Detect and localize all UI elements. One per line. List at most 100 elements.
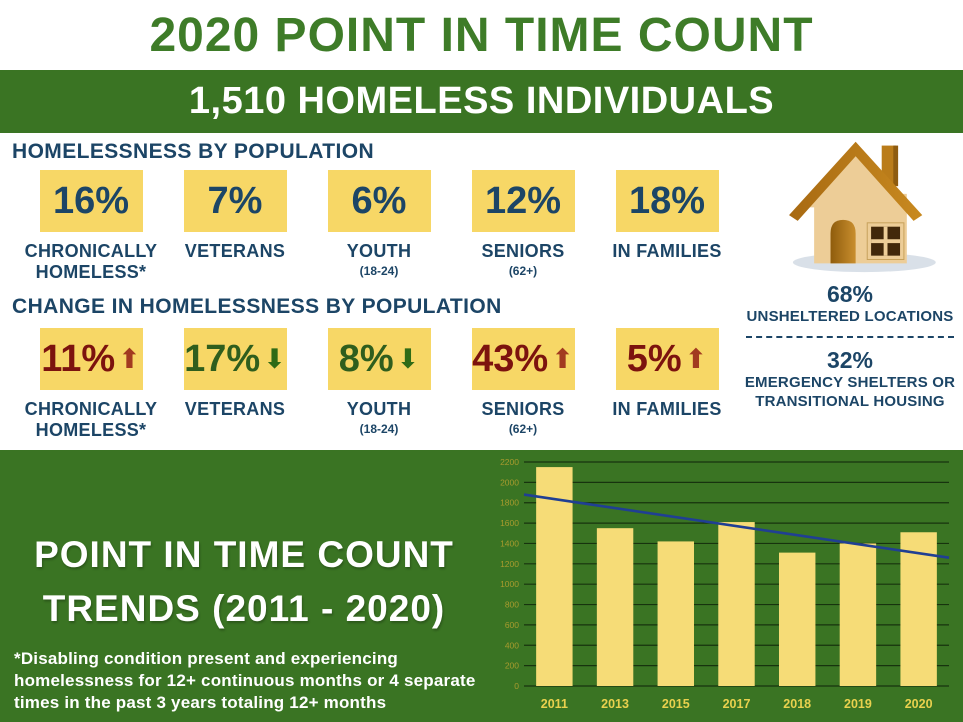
trend-up-arrow-icon: ⬆ xyxy=(118,343,141,374)
bar-2015 xyxy=(657,541,694,686)
stat-label: CHRONICALLY HOMELESS* xyxy=(24,399,158,440)
ytick-label-1200: 1200 xyxy=(500,559,519,569)
bar-2013 xyxy=(596,528,634,686)
stat-value: 8% xyxy=(338,338,394,380)
bar-2019 xyxy=(839,543,877,686)
xtick-label-2018: 2018 xyxy=(783,697,811,711)
stat-value-box: 18% xyxy=(615,170,719,232)
stat-value-box: 11% ⬆ xyxy=(39,328,143,390)
stat-chronically-homeless: 16% CHRONICALLY HOMELESS* xyxy=(19,170,163,284)
stat-value-box: 16% xyxy=(39,170,143,232)
page-title: 2020 POINT IN TIME COUNT xyxy=(149,8,814,62)
xtick-label-2015: 2015 xyxy=(662,697,690,711)
dashed-divider xyxy=(746,335,954,338)
xtick-label-2017: 2017 xyxy=(723,697,751,711)
trends-chart-area: 0 200 400 600 800 1000 1200 1400 1600 1800 2000 220… xyxy=(486,452,958,716)
stat-value: 18% xyxy=(628,180,706,222)
stat-value-box: 17% ⬇ xyxy=(183,328,287,390)
stat-value-box: 8% ⬇ xyxy=(327,328,431,390)
stat-value-box: 43% ⬆ xyxy=(471,328,575,390)
trends-title-line2: TRENDS (2011 - 2020) xyxy=(42,587,446,629)
stat-in-families: 18% IN FAMILIES xyxy=(595,170,739,284)
trend-up-arrow-icon: ⬆ xyxy=(551,343,574,374)
bar-2018 xyxy=(779,552,816,686)
ytick-label-1400: 1400 xyxy=(500,538,519,548)
stat-value-box: 12% xyxy=(471,170,575,232)
stat-label: CHRONICALLY HOMELESS* xyxy=(24,241,158,282)
trend-down-arrow-icon: ⬇ xyxy=(263,343,286,374)
xtick-label-2019: 2019 xyxy=(844,697,872,711)
stat-label: SENIORS xyxy=(481,399,565,419)
stat-label: SENIORS xyxy=(481,241,565,261)
ytick-label-800: 800 xyxy=(505,600,519,610)
stat-label: VETERANS xyxy=(184,241,286,261)
bar-2011 xyxy=(536,467,573,686)
stat-sublabel: (62+) xyxy=(508,421,538,436)
stat-value: 17% xyxy=(184,338,261,380)
bar-2017 xyxy=(718,522,755,686)
stat-label: IN FAMILIES xyxy=(612,399,722,419)
change-chronically-homeless: 11% ⬆ CHRONICALLY HOMELESS* xyxy=(19,328,163,442)
trends-bar-chart: 0 200 400 600 800 1000 1200 1400 1600 1800 2000 220… xyxy=(500,457,950,711)
stat-value-box: 6% xyxy=(327,170,431,232)
bar-2020 xyxy=(900,532,937,686)
stat-sublabel: (18-24) xyxy=(359,421,399,436)
ytick-label-600: 600 xyxy=(505,620,519,630)
trend-up-arrow-icon: ⬆ xyxy=(684,343,708,374)
stat-value: 12% xyxy=(484,180,562,222)
ytick-label-2000: 2000 xyxy=(500,477,519,487)
subtitle: 1,510 HOMELESS INDIVIDUALS xyxy=(188,80,775,122)
footnote: *Disabling condition present and experie… xyxy=(14,648,476,712)
stat-value-box: 7% xyxy=(183,170,287,232)
stat-value: 11% xyxy=(41,338,116,380)
section-heading-change: CHANGE IN HOMELESSNESS BY POPULATION xyxy=(12,295,502,318)
ytick-label-400: 400 xyxy=(505,640,519,650)
stat-value: 43% xyxy=(472,338,549,380)
xtick-label-2013: 2013 xyxy=(601,697,629,711)
stat-label: YOUTH xyxy=(346,399,412,419)
trends-title-line1: POINT IN TIME COUNT xyxy=(34,534,454,575)
header: 2020 POINT IN TIME COUNT xyxy=(0,0,963,70)
section-heading-population: HOMELESSNESS BY POPULATION xyxy=(12,140,375,163)
house-icon xyxy=(770,134,948,279)
shelter-split: 68% UNSHELTERED LOCATIONS 32% EMERGENCY … xyxy=(744,281,956,411)
stat-seniors: 12% SENIORS (62+) xyxy=(451,170,595,284)
population-stats-row: 16% CHRONICALLY HOMELESS* 7% VETERANS 6%… xyxy=(19,170,739,284)
stat-sublabel: (62+) xyxy=(508,263,538,278)
ytick-label-1000: 1000 xyxy=(500,579,519,589)
stat-veterans: 7% VETERANS xyxy=(163,170,307,284)
trend-line xyxy=(523,493,950,559)
ytick-label-1600: 1600 xyxy=(500,518,519,528)
stat-youth: 6% YOUTH (18-24) xyxy=(307,170,451,284)
stat-sublabel: (18-24) xyxy=(359,263,399,278)
stat-label: VETERANS xyxy=(184,399,286,419)
trend-down-arrow-icon: ⬇ xyxy=(396,343,420,374)
change-in-families: 5% ⬆ IN FAMILIES xyxy=(595,328,739,442)
unsheltered-percent: 68% xyxy=(826,281,874,307)
change-youth: 8% ⬇ YOUTH (18-24) xyxy=(307,328,451,442)
change-seniors: 43% ⬆ SENIORS (62+) xyxy=(451,328,595,442)
ytick-label-2200: 2200 xyxy=(500,457,519,467)
stat-value: 6% xyxy=(351,180,407,222)
ytick-label-0: 0 xyxy=(514,681,519,691)
unsheltered-label: UNSHELTERED LOCATIONS xyxy=(746,308,954,325)
trends-title: POINT IN TIME COUNT TRENDS (2011 - 2020) xyxy=(0,528,488,635)
stat-value: 16% xyxy=(52,180,130,222)
xtick-label-2020: 2020 xyxy=(905,697,933,711)
subtitle-band: 1,510 HOMELESS INDIVIDUALS xyxy=(0,70,963,133)
change-stats-row: 11% ⬆ CHRONICALLY HOMELESS* 17% ⬇ VETERANS… xyxy=(19,328,739,442)
stat-label: YOUTH xyxy=(346,241,412,261)
ytick-label-200: 200 xyxy=(505,661,519,671)
change-veterans: 17% ⬇ VETERANS xyxy=(163,328,307,442)
stat-value-box: 5% ⬆ xyxy=(615,328,719,390)
stat-value: 7% xyxy=(207,180,263,222)
sheltered-percent: 32% xyxy=(826,346,874,373)
sheltered-label: EMERGENCY SHELTERS OR TRANSITIONAL HOUSI… xyxy=(744,373,956,410)
ytick-label-1800: 1800 xyxy=(500,498,519,508)
xtick-label-2011: 2011 xyxy=(541,697,568,711)
trends-section: POINT IN TIME COUNT TRENDS (2011 - 2020)… xyxy=(0,450,963,722)
stat-label: IN FAMILIES xyxy=(612,241,722,261)
trends-left-panel: POINT IN TIME COUNT TRENDS (2011 - 2020)… xyxy=(0,450,488,722)
stat-value: 5% xyxy=(626,338,682,380)
